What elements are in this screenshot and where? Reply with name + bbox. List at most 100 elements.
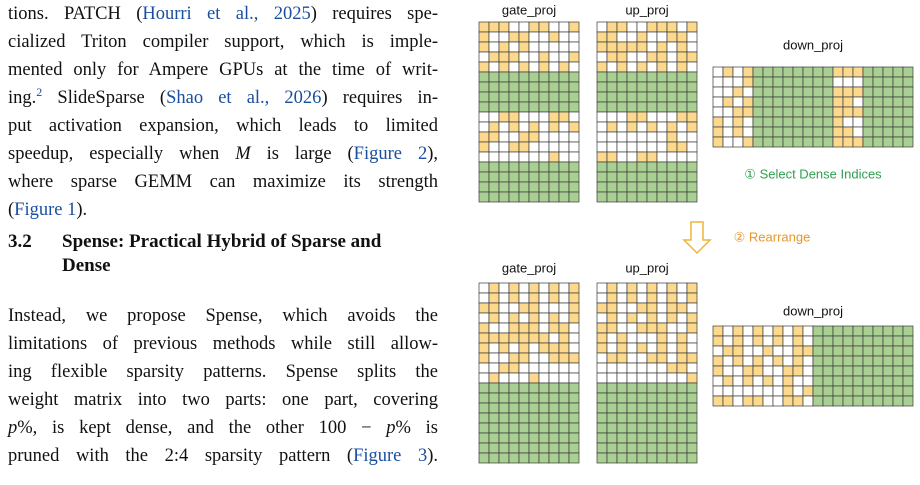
citation-link[interactable]: Hourri et al., 2025 <box>142 4 311 24</box>
cell <box>852 345 864 357</box>
cell <box>508 31 520 43</box>
cell <box>616 372 628 384</box>
cell <box>842 345 854 357</box>
text-line: cialized Triton compiler support, which … <box>8 28 438 56</box>
cell <box>488 171 500 183</box>
cell <box>686 392 698 404</box>
cell <box>626 71 638 83</box>
cell <box>656 412 668 424</box>
citation-link[interactable]: Figure 1 <box>14 200 77 220</box>
cell <box>636 342 648 354</box>
cell <box>636 362 648 374</box>
cell <box>722 335 734 347</box>
cell <box>712 345 724 357</box>
cell <box>606 352 618 364</box>
cell <box>676 51 688 63</box>
cell <box>842 395 854 407</box>
cell <box>636 91 648 103</box>
citation-link[interactable]: Figure 3 <box>353 446 428 466</box>
cell <box>626 191 638 203</box>
cell <box>732 136 744 148</box>
citation-link[interactable]: Shao et al., 2026 <box>166 88 322 108</box>
cell <box>498 101 510 113</box>
cell <box>752 76 764 88</box>
cell <box>646 292 658 304</box>
cell <box>528 332 540 344</box>
cell <box>646 422 658 434</box>
cell <box>538 292 550 304</box>
cell <box>508 362 520 374</box>
cell <box>538 101 550 113</box>
cell <box>722 345 734 357</box>
footnote-ref[interactable]: 2 <box>36 84 43 99</box>
citation-link[interactable]: Figure 2 <box>353 144 428 164</box>
cell <box>802 355 814 367</box>
cell <box>636 372 648 384</box>
cell <box>616 181 628 193</box>
cell <box>568 292 580 304</box>
cell <box>518 442 530 454</box>
cell <box>538 181 550 193</box>
cell <box>842 116 854 128</box>
cell <box>752 365 764 377</box>
text: ( <box>8 200 15 220</box>
cell <box>606 432 618 444</box>
cell <box>498 442 510 454</box>
cell <box>882 86 894 98</box>
cell <box>488 21 500 33</box>
cell <box>822 106 834 118</box>
cell <box>732 86 744 98</box>
cell <box>666 382 678 394</box>
cell <box>646 141 658 153</box>
cell <box>732 345 744 357</box>
cell <box>488 392 500 404</box>
cell <box>518 191 530 203</box>
cell <box>568 131 580 143</box>
cell <box>538 111 550 123</box>
cell <box>882 116 894 128</box>
cell <box>528 452 540 464</box>
cell <box>686 422 698 434</box>
cell <box>508 141 520 153</box>
cell <box>666 31 678 43</box>
cell <box>666 71 678 83</box>
math: p <box>386 418 396 438</box>
cell <box>538 352 550 364</box>
cell <box>548 302 560 314</box>
cell <box>792 96 804 108</box>
cell <box>626 41 638 53</box>
cell <box>498 342 510 354</box>
cell <box>606 312 618 324</box>
cell <box>686 71 698 83</box>
cell <box>478 51 490 63</box>
cell <box>742 86 754 98</box>
cell <box>488 372 500 384</box>
cell <box>498 362 510 374</box>
cell <box>656 51 668 63</box>
cell <box>686 101 698 113</box>
cell <box>596 382 608 394</box>
cell <box>742 395 754 407</box>
cell <box>732 385 744 397</box>
cell <box>656 432 668 444</box>
cell <box>902 96 914 108</box>
cell <box>636 422 648 434</box>
cell <box>732 116 744 128</box>
cell <box>488 422 500 434</box>
cell <box>538 141 550 153</box>
cell <box>558 81 570 93</box>
cell <box>528 382 540 394</box>
cell <box>626 412 638 424</box>
cell <box>606 402 618 414</box>
cell <box>782 375 794 387</box>
cell <box>498 21 510 33</box>
cell <box>538 131 550 143</box>
cell <box>802 126 814 138</box>
cell <box>812 345 824 357</box>
cell <box>772 86 784 98</box>
cell <box>528 402 540 414</box>
cell <box>626 161 638 173</box>
cell <box>596 352 608 364</box>
text-line: tions. PATCH (Hourri et al., 2025) requi… <box>8 0 438 28</box>
cell <box>616 312 628 324</box>
